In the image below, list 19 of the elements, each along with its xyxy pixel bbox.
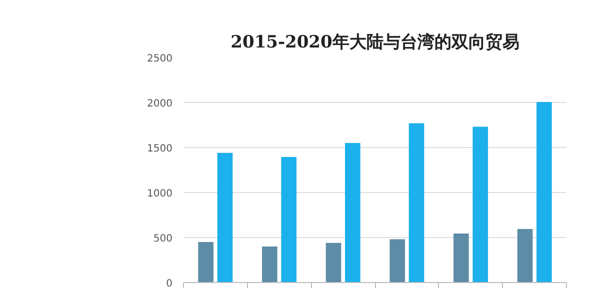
bar (262, 246, 278, 282)
bar (517, 228, 533, 282)
y-tick-label: 1500 (147, 144, 173, 154)
y-tick-label: 0 (166, 278, 173, 288)
y-tick-label: 2500 (147, 54, 173, 64)
bar (198, 242, 214, 282)
bar (217, 152, 233, 282)
y-tick-label: 2000 (147, 98, 173, 110)
bar (326, 242, 342, 282)
y-tick-label: 1000 (147, 188, 173, 200)
bar (390, 239, 405, 282)
bar (281, 156, 296, 282)
bar (536, 102, 552, 282)
bar (454, 233, 469, 282)
bar (472, 126, 488, 282)
bar (345, 143, 360, 282)
chart-title: 2015-2020年大陆与台湾的双向贸易 (230, 32, 520, 52)
bar (408, 123, 424, 282)
y-tick-label: 500 (153, 234, 173, 244)
